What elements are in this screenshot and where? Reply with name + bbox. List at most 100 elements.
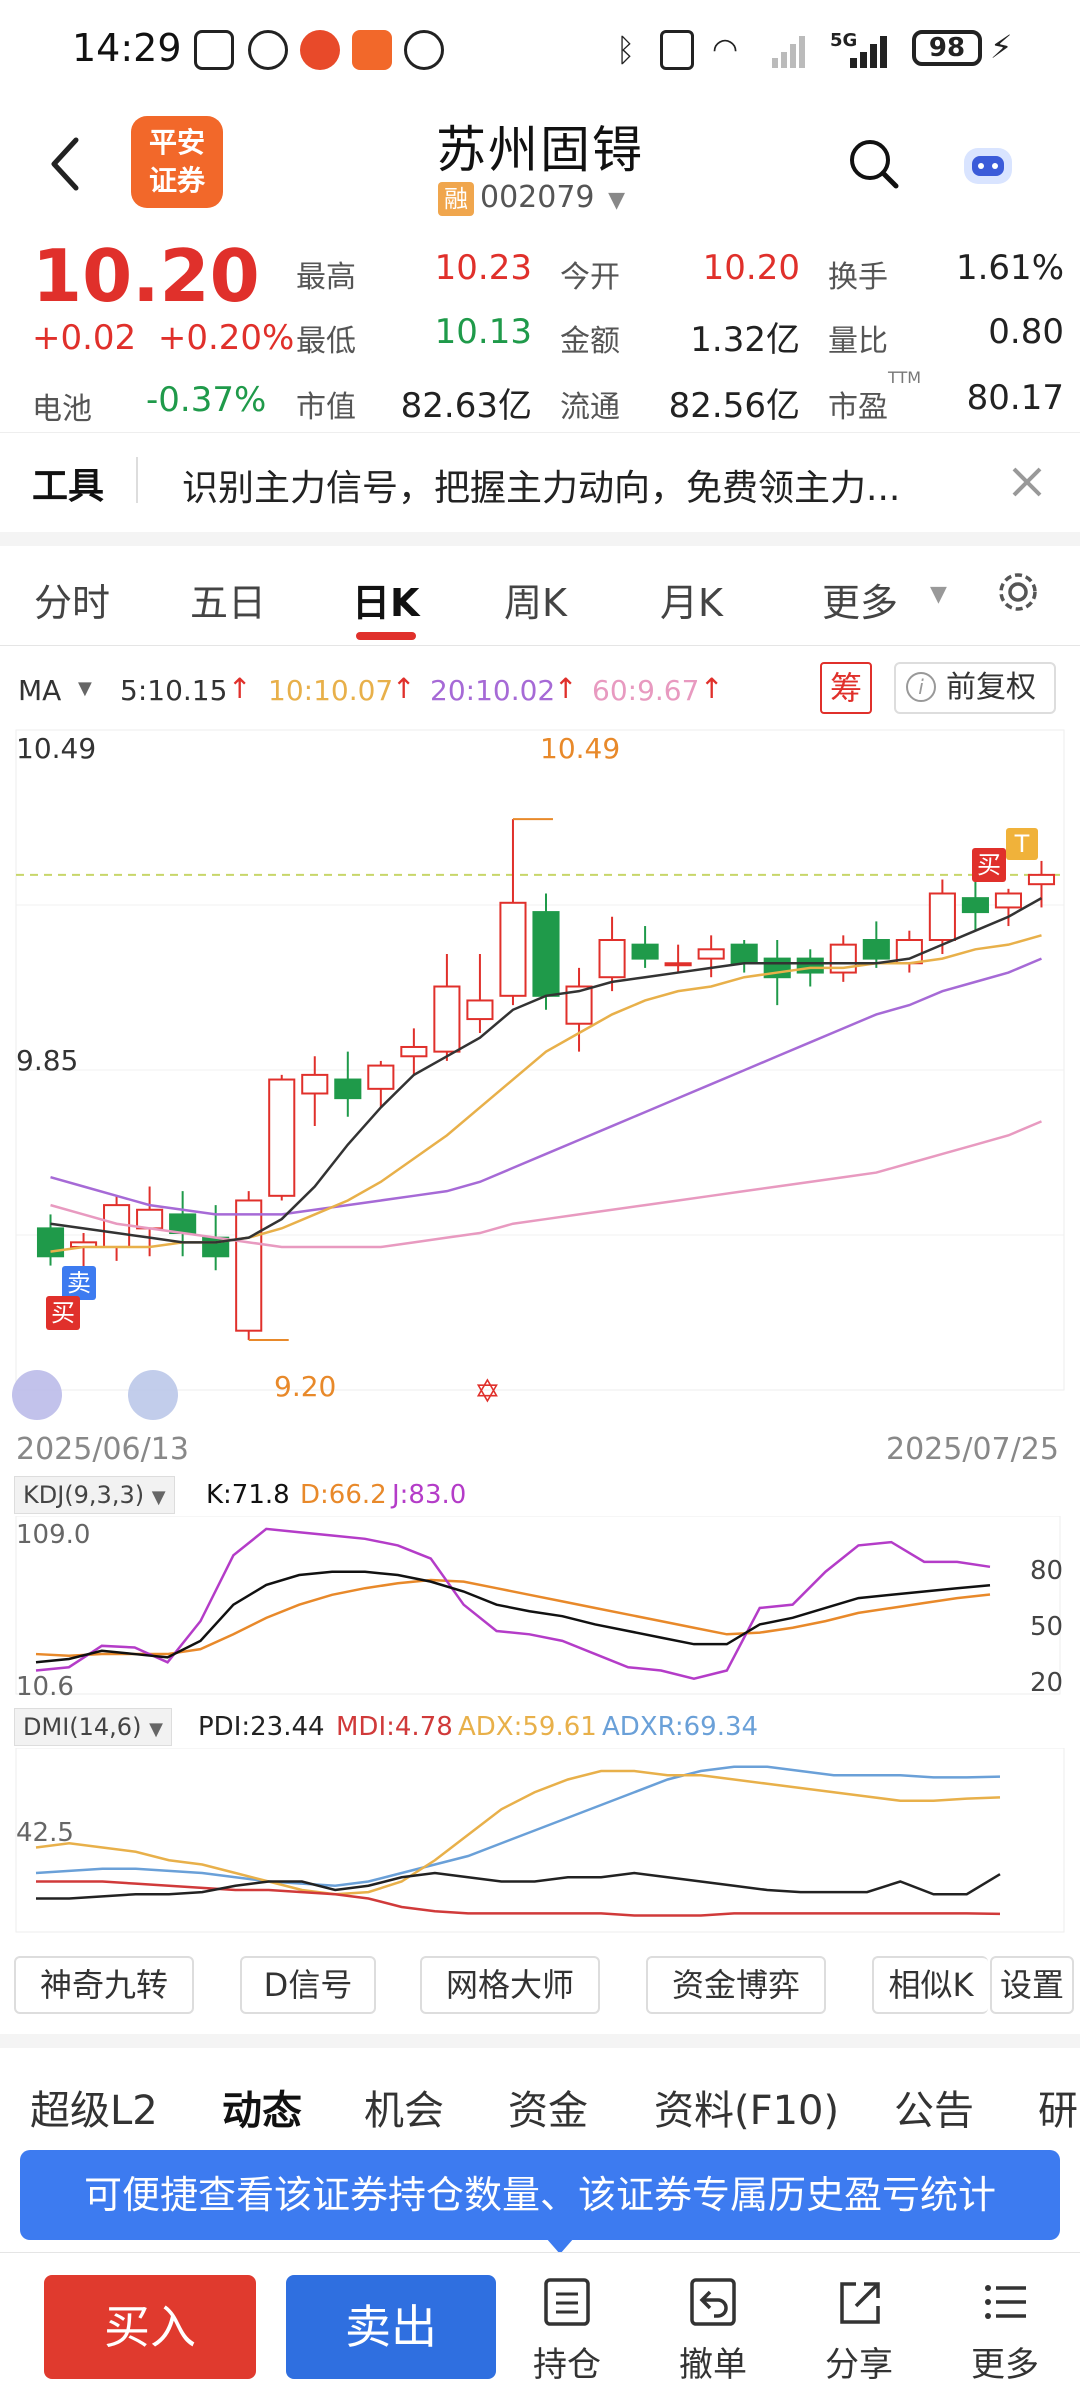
margin-badge: 融 xyxy=(438,181,474,216)
kdj-20-label: 20 xyxy=(1030,1668,1064,1698)
info-tabs: 超级L2 动态 机会 资金 资料(F10) 公告 研 xyxy=(0,2070,1080,2150)
candle-body xyxy=(631,943,659,960)
feature-grid-master[interactable]: 网格大师 xyxy=(420,1956,600,2014)
ma-label[interactable]: MA xyxy=(18,674,62,707)
dmi-chart[interactable] xyxy=(0,1748,1080,1934)
feature-nine-turn[interactable]: 神奇九转 xyxy=(14,1956,194,2014)
close-icon[interactable] xyxy=(1010,465,1044,499)
chevron-down-icon: ▼ xyxy=(149,1719,163,1740)
nine-turn-float-icon[interactable] xyxy=(12,1370,62,1420)
more-button[interactable]: 更多 xyxy=(950,2267,1060,2386)
app-notify-icon xyxy=(352,30,392,70)
sell-signal-tag[interactable]: 卖 xyxy=(62,1266,96,1300)
section-divider xyxy=(0,532,1080,546)
holdings-icon xyxy=(544,2278,590,2326)
fullscreen-icon[interactable] xyxy=(128,1370,178,1420)
sell-button[interactable]: 卖出 xyxy=(286,2275,496,2379)
open-label: 今开 xyxy=(560,260,620,295)
up-arrow-icon: ↑ xyxy=(228,672,252,705)
candle-body xyxy=(268,1078,296,1197)
kdj-selector[interactable]: KDJ(9,3,3) ▼ xyxy=(14,1476,175,1514)
event-star-icon[interactable]: ✡ xyxy=(474,1372,501,1410)
candle-body xyxy=(235,1199,263,1332)
adjust-button[interactable]: 前复权 xyxy=(894,662,1056,714)
assistant-robot-icon[interactable] xyxy=(958,136,1018,192)
tools-banner[interactable]: 工具 识别主力信号，把握主力动向，免费领主力... xyxy=(0,432,1080,532)
feature-similar-k[interactable]: 相似K xyxy=(872,1956,988,2014)
holdings-button[interactable]: 持仓 xyxy=(512,2267,622,2386)
wifi-icon: ◠ xyxy=(712,32,739,67)
pe-label: 市盈 xyxy=(828,390,888,425)
candle-body xyxy=(400,1045,428,1058)
candle-body xyxy=(36,1227,65,1258)
ma60-value: 60:9.67 xyxy=(592,674,700,707)
kdj-frame xyxy=(15,1516,1061,1695)
peak-price-label: 10.49 xyxy=(540,732,621,765)
candle-body xyxy=(664,962,692,967)
kline-chart[interactable] xyxy=(0,720,1080,1420)
ma20-line xyxy=(50,957,1042,1216)
chip-button[interactable]: 筹 xyxy=(820,662,872,714)
feature-fund-game[interactable]: 资金博弈 xyxy=(646,1956,826,2014)
tab-monthly-k[interactable]: 月K xyxy=(660,581,723,625)
tools-banner-text[interactable]: 识别主力信号，把握主力动向，免费领主力... xyxy=(182,468,901,509)
candle-body xyxy=(136,1208,164,1230)
feature-d-signal[interactable]: D信号 xyxy=(240,1956,376,2014)
kdj-k-value: K:71.8 xyxy=(206,1480,290,1510)
tab-five-day[interactable]: 五日 xyxy=(190,581,267,625)
kdj-d-value: D:66.2 xyxy=(300,1480,387,1510)
adjust-label: 前复权 xyxy=(946,670,1036,705)
ma5-line xyxy=(50,897,1043,1244)
buy-signal-tag[interactable]: 买 xyxy=(46,1296,80,1330)
tab-intraday[interactable]: 分时 xyxy=(34,581,111,625)
trade-action-bar: 买入 卖出 持仓 撤单 分享 更多 xyxy=(0,2252,1080,2400)
cancel-order-button[interactable]: 撤单 xyxy=(658,2267,768,2386)
dmi-mdi-value: MDI:4.78 xyxy=(336,1712,453,1742)
tab-more[interactable]: 更多 xyxy=(822,581,899,625)
share-button[interactable]: 分享 xyxy=(804,2267,914,2386)
candle-body xyxy=(334,1078,362,1100)
weibo-icon xyxy=(300,30,340,70)
sector-name[interactable]: 电池 xyxy=(32,392,92,427)
tab-announcements[interactable]: 公告 xyxy=(894,2088,974,2134)
tab-opportunity[interactable]: 机会 xyxy=(364,2088,444,2134)
tab-f10[interactable]: 资料(F10) xyxy=(654,2088,840,2134)
holdings-label: 持仓 xyxy=(533,2345,601,2385)
holding-tooltip[interactable]: 可便捷查看该证券持仓数量、该证券专属历史盈亏统计 xyxy=(20,2150,1060,2240)
app-notify-icon-2 xyxy=(404,30,444,70)
dmi-tick-label: 42.5 xyxy=(16,1818,74,1848)
search-icon[interactable] xyxy=(846,136,902,192)
feature-settings[interactable]: 设置 xyxy=(990,1956,1074,2014)
amount-label: 金额 xyxy=(560,324,620,359)
dmi-frame xyxy=(15,1748,1065,1933)
status-bar: 14:29 ᛒ ◠ 5G 98 ⚡ xyxy=(0,0,1080,100)
chevron-down-icon: ▼ xyxy=(930,582,947,607)
tab-super-l2[interactable]: 超级L2 xyxy=(30,2088,158,2134)
pe-ttm-sup: TTM xyxy=(888,368,922,387)
pe-value: 80.17 xyxy=(966,378,1064,418)
candle-body xyxy=(796,957,824,974)
low-label: 最低 xyxy=(296,324,356,359)
back-arrow-icon[interactable] xyxy=(46,134,86,194)
stock-code-selector[interactable]: 融 002079 ▼ xyxy=(438,180,625,216)
signal-icon-2 xyxy=(848,30,894,70)
tab-dynamics[interactable]: 动态 xyxy=(222,2088,302,2134)
dmi-adx-line xyxy=(35,1769,1001,1896)
tab-research[interactable]: 研 xyxy=(1038,2088,1078,2134)
buy-button[interactable]: 买入 xyxy=(44,2275,256,2379)
buy-signal-tag-2[interactable]: 买 xyxy=(972,848,1006,882)
undo-icon xyxy=(690,2278,736,2326)
t-signal-tag[interactable]: T xyxy=(1006,828,1038,860)
tab-daily-k[interactable]: 日K xyxy=(352,581,420,625)
dmi-selector[interactable]: DMI(14,6) ▼ xyxy=(14,1708,172,1746)
candle-body xyxy=(1027,873,1056,886)
sector-change[interactable]: -0.37% xyxy=(146,380,267,420)
tab-weekly-k[interactable]: 周K xyxy=(504,581,567,625)
chevron-down-icon[interactable]: ▼ xyxy=(78,678,92,699)
gear-icon[interactable] xyxy=(994,568,1042,616)
vibrate-icon xyxy=(660,30,694,70)
kdj-chart[interactable] xyxy=(0,1516,1080,1696)
tab-funds[interactable]: 资金 xyxy=(508,2088,588,2134)
share-icon xyxy=(840,2282,880,2324)
candle-body xyxy=(598,939,626,979)
